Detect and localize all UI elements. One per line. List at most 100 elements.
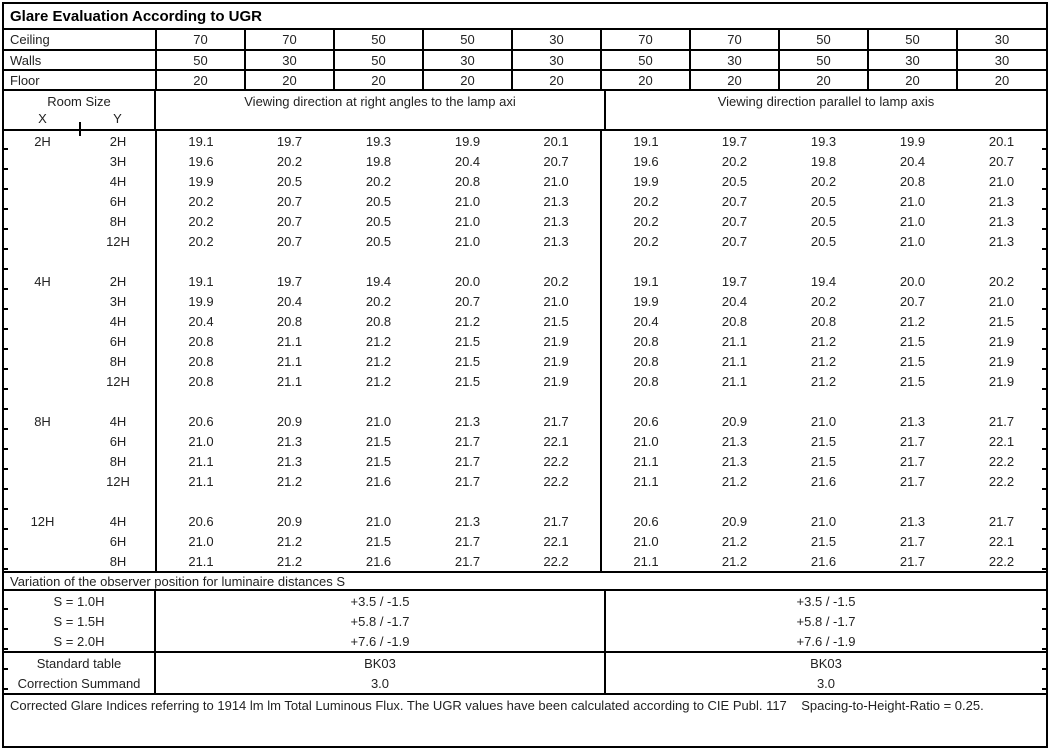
ugr-value-cell: 20.6 [633,413,659,429]
spacer-cell [334,391,423,411]
ugr-value-cell: 21.5 [512,311,602,331]
room-x-cell: 8H [34,413,51,429]
ugr-value-cell: 21.0 [899,213,926,229]
surface-value-cell: 20 [957,70,1046,91]
summary-label-cell: Standard table [4,653,156,673]
surface-value-cell: 50 [779,30,869,51]
y-axis-label: Y [113,111,122,126]
ugr-value-cell: 20.2 [188,193,214,209]
variation-row-item: S = 2.0H +7.6 / -1.9 +7.6 / -1.9 [4,631,1046,651]
ugr-value-cell: 21.3 [512,231,602,251]
room-x-cell [4,311,81,331]
room-x-cell [4,531,81,551]
variation-section: S = 1.0H +3.5 / -1.5 +3.5 / -1.5 S = 1.5H +5… [4,591,1046,653]
footer-note: Corrected Glare Indices referring to 191… [10,698,984,713]
spacer-cell [81,251,157,271]
surface-label-cell: Ceiling [4,30,157,51]
room-x-cell: 4H [34,273,51,289]
ugr-value-cell: 20.4 [633,313,659,329]
ugr-value-cell: 21.5 [810,433,837,449]
ugr-value-cell: 21.3 [276,433,303,449]
ugr-row: 8H 20.8 21.1 21.2 21.5 21.9 20.8 21.1 21.2 21.5 21… [4,351,1046,371]
ugr-value-cell: 21.9 [512,371,602,391]
ugr-value-cell: 21.1 [188,473,214,489]
surface-value-cell: 50 [334,50,424,71]
room-y-cell: 8H [81,351,157,371]
surface-value-cell: 30 [512,50,602,71]
surface-value-cell: 30 [512,30,602,51]
ugr-value-cell: 20.2 [988,273,1015,289]
ugr-value-cell: 22.2 [988,473,1015,489]
surface-value-cell: 30 [690,50,780,71]
surface-label-cell: Walls [4,50,157,71]
ugr-value-cell: 21.5 [810,453,837,469]
spacer-cell [779,391,868,411]
room-y-cell: 8H [81,451,157,471]
ugr-value-cell: 20.2 [188,233,214,249]
summary-row: Correction Summand 3.0 3.0 [4,673,1046,693]
room-y-cell: 12H [81,471,157,491]
ugr-value-cell: 20.9 [276,513,303,529]
ugr-value-cell: 21.7 [899,433,926,449]
room-x-cell [4,371,81,391]
ugr-row: 8H 20.2 20.7 20.5 21.0 21.3 20.2 20.7 20.5 21.0 21… [4,211,1046,231]
surface-value-cell: 50 [423,30,513,51]
ugr-value-cell: 21.3 [721,433,748,449]
ugr-value-cell: 19.7 [276,133,303,149]
ugr-row: 3H 19.6 20.2 19.8 20.4 20.7 19.6 20.2 19.8 20.4 20… [4,151,1046,171]
ugr-value-cell: 20.5 [810,233,837,249]
ugr-value-cell: 22.1 [512,531,602,551]
ugr-value-cell: 21.7 [454,433,481,449]
ugr-value-cell: 21.2 [365,333,392,349]
ugr-value-cell: 22.1 [988,433,1015,449]
ugr-value-cell: 21.9 [512,331,602,351]
ugr-value-cell: 20.1 [988,133,1015,149]
spacer-cell [779,251,868,271]
variation-left-cell: +5.8 / -1.7 [156,611,606,631]
ugr-value-cell: 19.8 [810,153,837,169]
ugr-value-cell: 20.2 [365,173,392,189]
surface-value-cell: 20 [334,70,424,91]
ugr-row: 4H 19.9 20.5 20.2 20.8 21.0 19.9 20.5 20.2 20.8 21… [4,171,1046,191]
ugr-value-cell: 21.7 [512,411,602,431]
ugr-value-cell: 21.3 [899,413,926,429]
ugr-value-cell: 21.7 [899,533,926,549]
ugr-value-cell: 19.7 [721,273,748,289]
ugr-value-cell: 21.1 [633,473,659,489]
summary-row: Standard table BK03 BK03 [4,653,1046,673]
ugr-value-cell: 22.1 [988,533,1015,549]
ugr-value-cell: 21.3 [454,413,481,429]
ugr-value-cell: 21.7 [454,533,481,549]
ugr-value-cell: 20.9 [276,413,303,429]
ugr-value-cell: 21.1 [721,373,748,389]
ugr-value-cell: 20.8 [188,373,214,389]
room-y-cell: 12H [81,231,157,251]
ugr-value-cell: 19.9 [633,173,659,189]
spacer-cell [779,491,868,511]
ugr-value-cell: 21.1 [276,353,303,369]
summary-right-cell: BK03 [810,655,842,671]
ugr-value-cell: 21.3 [721,453,748,469]
ugr-value-cell: 20.7 [988,153,1015,169]
ugr-value-cell: 21.2 [721,533,748,549]
spacer-cell [245,251,334,271]
ugr-value-cell: 21.6 [365,553,392,569]
surface-value-cell: 70 [601,30,691,51]
ugr-value-cell: 20.4 [188,313,214,329]
room-x-cell [4,231,81,251]
ugr-value-cell: 20.5 [365,233,392,249]
ugr-table-body: 2H 2H 19.1 19.7 19.3 19.9 20.1 19.1 19.7 19.3 19.9… [4,131,1046,571]
variation-right-cell: +5.8 / -1.7 [796,613,856,629]
ugr-value-cell: 21.1 [633,453,659,469]
ugr-value-cell: 21.0 [454,233,481,249]
surface-value-cell: 20 [601,70,691,91]
ugr-value-cell: 21.2 [810,373,837,389]
ugr-value-cell: 20.7 [454,293,481,309]
ugr-value-cell: 21.0 [988,293,1015,309]
ugr-value-cell: 21.7 [899,453,926,469]
variation-label-cell: S = 2.0H [4,631,156,651]
ugr-value-cell: 19.7 [276,273,303,289]
surface-value-cell: 50 [601,50,691,71]
room-x-cell [4,431,81,451]
